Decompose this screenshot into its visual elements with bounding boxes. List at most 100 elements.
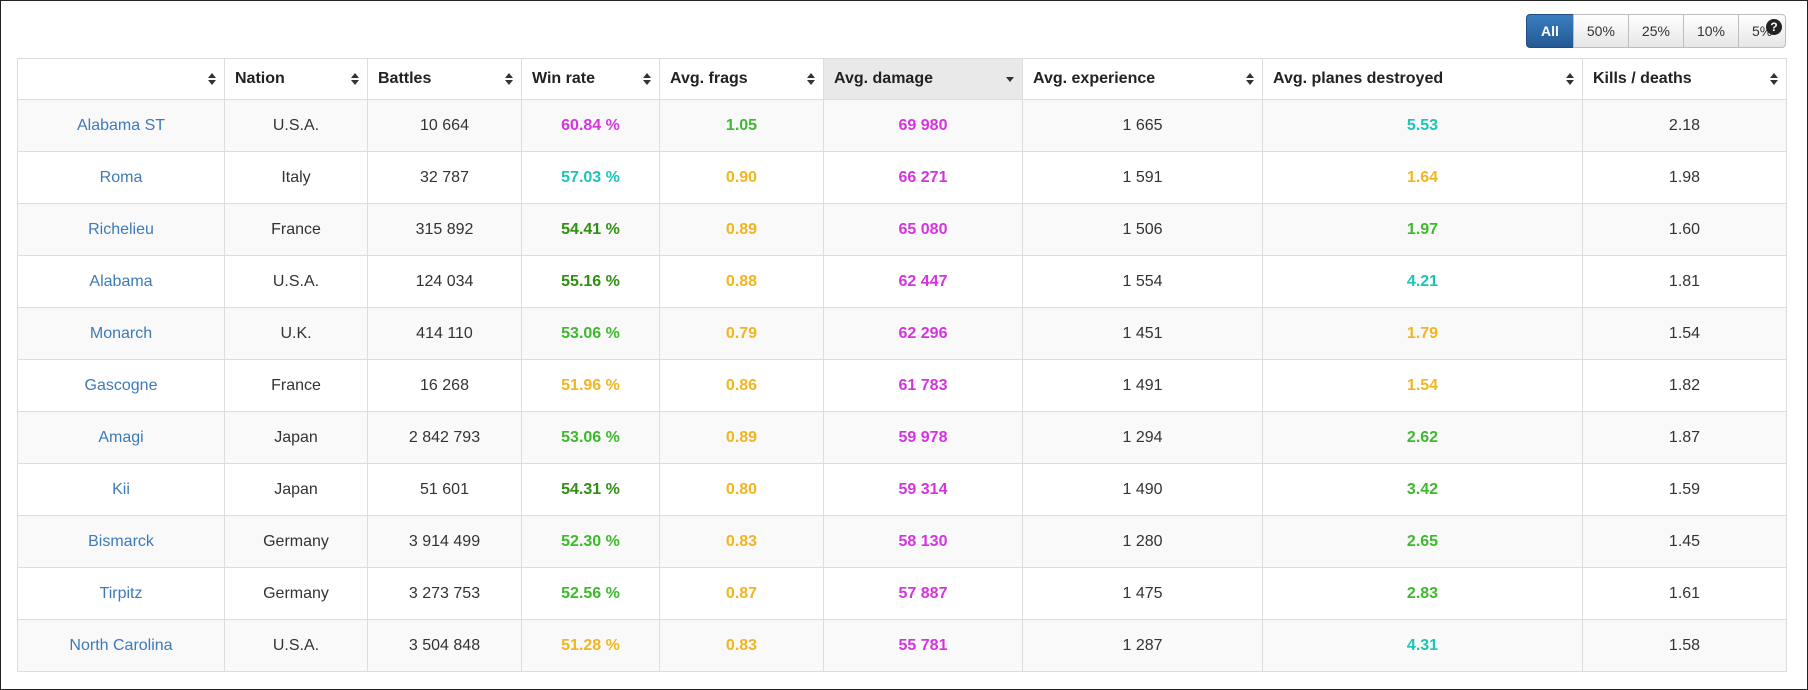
avg-experience-value: 1 280 <box>1122 532 1163 550</box>
kills-deaths-cell: 1.87 <box>1582 411 1787 464</box>
table-row: Tirpitz Germany 3 273 753 52.56 % 0.87 57 887… <box>17 567 1787 620</box>
kills-deaths-cell: 1.58 <box>1582 619 1787 672</box>
column-header-label: Avg. experience <box>1033 70 1156 87</box>
win-rate-cell: 55.16 % <box>521 255 660 308</box>
win-rate-value: 51.96 % <box>561 376 620 394</box>
ship-link[interactable]: Alabama ST <box>76 116 166 134</box>
sort-icon <box>351 72 359 86</box>
avg-frags-cell: 0.80 <box>659 463 824 516</box>
avg-experience-cell: 1 665 <box>1022 99 1263 152</box>
filter-50-button[interactable]: 50% <box>1572 14 1629 48</box>
avg-frags-value: 0.86 <box>725 376 758 394</box>
avg-damage-cell: 61 783 <box>823 359 1023 412</box>
avg-frags-value: 0.79 <box>725 324 758 342</box>
nation-value: Japan <box>274 480 318 498</box>
avg-frags-cell: 0.90 <box>659 151 824 204</box>
battles-cell: 315 892 <box>367 203 522 256</box>
avg-damage-value: 59 978 <box>898 428 948 446</box>
nation-cell: Germany <box>224 567 368 620</box>
avg-frags-cell: 0.79 <box>659 307 824 360</box>
ship-name-cell: Alabama ST <box>17 99 225 152</box>
avg-damage-cell: 65 080 <box>823 203 1023 256</box>
battles-cell: 414 110 <box>367 307 522 360</box>
nation-value: Germany <box>263 584 329 602</box>
ship-link[interactable]: Kii <box>112 480 130 498</box>
ship-link[interactable]: Roma <box>99 168 143 186</box>
ship-link[interactable]: Bismarck <box>88 532 154 550</box>
avg-planes-cell: 1.54 <box>1262 359 1583 412</box>
sort-desc-icon <box>1006 72 1014 86</box>
column-header-label: Nation <box>235 70 285 87</box>
nation-cell: Japan <box>224 411 368 464</box>
filter-10-button[interactable]: 10% <box>1682 14 1739 48</box>
ship-link[interactable]: North Carolina <box>69 636 173 654</box>
battles-value: 51 601 <box>420 480 469 498</box>
battles-value: 414 110 <box>416 324 473 342</box>
avg-planes-cell: 1.64 <box>1262 151 1583 204</box>
sort-icon <box>505 72 513 86</box>
battles-value: 2 842 793 <box>408 428 481 446</box>
kills-deaths-cell: 1.54 <box>1582 307 1787 360</box>
avg-frags-value: 0.89 <box>725 428 758 446</box>
avg-experience-cell: 1 554 <box>1022 255 1263 308</box>
column-header-label: Avg. damage <box>834 70 933 87</box>
avg-experience-cell: 1 490 <box>1022 463 1263 516</box>
nation-value: U.S.A. <box>272 116 320 134</box>
win-rate-value: 55.16 % <box>561 272 620 290</box>
avg-damage-cell: 59 978 <box>823 411 1023 464</box>
question-circle-icon[interactable]: ? <box>1766 19 1782 35</box>
win-rate-cell: 51.96 % <box>521 359 660 412</box>
avg-frags-value: 0.89 <box>725 220 758 238</box>
filter-25-button[interactable]: 25% <box>1627 14 1684 48</box>
filter-all-button[interactable]: All <box>1526 14 1574 48</box>
column-header-avg-frags[interactable]: Avg. frags <box>659 58 824 100</box>
nation-value: U.S.A. <box>272 636 320 654</box>
win-rate-cell: 53.06 % <box>521 307 660 360</box>
kills-deaths-value: 2.18 <box>1668 116 1701 134</box>
column-header-ship[interactable] <box>17 58 225 100</box>
ship-name-cell: Alabama <box>17 255 225 308</box>
battles-cell: 124 034 <box>367 255 522 308</box>
ship-link[interactable]: Alabama <box>89 272 153 290</box>
kills-deaths-value: 1.87 <box>1668 428 1701 446</box>
column-header-battles[interactable]: Battles <box>367 58 522 100</box>
avg-damage-value: 62 447 <box>898 272 948 290</box>
ship-name-cell: Amagi <box>17 411 225 464</box>
kills-deaths-cell: 1.81 <box>1582 255 1787 308</box>
column-header-avg-experience[interactable]: Avg. experience <box>1022 58 1263 100</box>
avg-damage-value: 59 314 <box>898 480 948 498</box>
column-header-nation[interactable]: Nation <box>224 58 368 100</box>
column-header-kills-deaths[interactable]: Kills / deaths <box>1582 58 1787 100</box>
ship-link[interactable]: Monarch <box>89 324 153 342</box>
avg-planes-cell: 1.79 <box>1262 307 1583 360</box>
column-header-avg-planes-destroyed[interactable]: Avg. planes destroyed <box>1262 58 1583 100</box>
avg-experience-cell: 1 280 <box>1022 515 1263 568</box>
sort-icon <box>807 72 815 86</box>
avg-damage-value: 69 980 <box>898 116 948 134</box>
percentile-filter-group: All 50% 25% 10% 5% <box>1526 14 1787 48</box>
column-header-win-rate[interactable]: Win rate <box>521 58 660 100</box>
column-header-label: Avg. planes destroyed <box>1273 70 1444 87</box>
table-header-row: Nation Battles Win rate Avg. frags Avg. … <box>17 58 1787 100</box>
avg-damage-value: 66 271 <box>898 168 948 186</box>
win-rate-cell: 54.41 % <box>521 203 660 256</box>
win-rate-value: 60.84 % <box>561 116 620 134</box>
column-header-avg-damage[interactable]: Avg. damage <box>823 58 1023 100</box>
nation-value: U.S.A. <box>272 272 320 290</box>
ship-name-cell: Kii <box>17 463 225 516</box>
avg-planes-value: 4.31 <box>1406 636 1439 654</box>
ship-link[interactable]: Amagi <box>98 428 144 446</box>
ship-link[interactable]: Gascogne <box>84 376 158 394</box>
avg-experience-cell: 1 491 <box>1022 359 1263 412</box>
ship-link[interactable]: Richelieu <box>88 220 154 238</box>
avg-experience-value: 1 506 <box>1122 220 1163 238</box>
battles-cell: 51 601 <box>367 463 522 516</box>
avg-experience-value: 1 294 <box>1122 428 1163 446</box>
avg-frags-cell: 0.89 <box>659 411 824 464</box>
battles-value: 10 664 <box>420 116 469 134</box>
ship-name-cell: Gascogne <box>17 359 225 412</box>
ship-link[interactable]: Tirpitz <box>99 584 143 602</box>
table-row: Gascogne France 16 268 51.96 % 0.86 61 783 1 4… <box>17 359 1787 412</box>
nation-cell: U.K. <box>224 307 368 360</box>
